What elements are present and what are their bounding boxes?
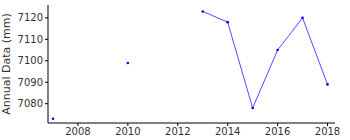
svg-text:7090: 7090 bbox=[18, 77, 43, 88]
svg-text:2010: 2010 bbox=[115, 126, 140, 137]
svg-text:7080: 7080 bbox=[18, 98, 43, 109]
svg-text:7110: 7110 bbox=[18, 34, 43, 45]
svg-text:Annual Data (mm): Annual Data (mm) bbox=[8, 13, 13, 115]
svg-text:2018: 2018 bbox=[315, 126, 340, 137]
svg-text:2012: 2012 bbox=[165, 126, 190, 137]
svg-text:2016: 2016 bbox=[265, 126, 290, 137]
svg-text:2014: 2014 bbox=[215, 126, 240, 137]
svg-text:2008: 2008 bbox=[65, 126, 90, 137]
svg-text:7100: 7100 bbox=[18, 55, 43, 66]
svg-text:7120: 7120 bbox=[18, 12, 43, 23]
